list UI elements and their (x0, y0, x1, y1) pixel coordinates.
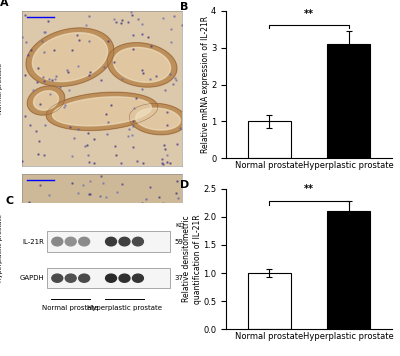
Polygon shape (32, 33, 108, 82)
Polygon shape (129, 104, 187, 135)
Polygon shape (30, 210, 126, 242)
Polygon shape (34, 91, 58, 110)
Text: KD: KD (175, 223, 184, 228)
Bar (327, 44, 370, 158)
Ellipse shape (132, 237, 143, 246)
Polygon shape (46, 92, 158, 130)
Text: IL-21R: IL-21R (23, 239, 45, 245)
Bar (47, 231, 170, 252)
Ellipse shape (119, 274, 130, 282)
Polygon shape (26, 28, 114, 86)
Polygon shape (108, 230, 176, 252)
Text: **: ** (304, 184, 314, 194)
Polygon shape (59, 265, 161, 291)
Polygon shape (102, 226, 182, 256)
Polygon shape (136, 108, 180, 130)
Polygon shape (114, 47, 170, 82)
Text: D: D (180, 180, 189, 190)
Text: Hyperplastic prostate: Hyperplastic prostate (0, 214, 3, 282)
Polygon shape (38, 248, 70, 264)
Text: Normal prostate: Normal prostate (0, 63, 3, 114)
Polygon shape (107, 43, 177, 87)
Text: 37: 37 (175, 275, 184, 281)
Ellipse shape (106, 237, 116, 246)
Text: C: C (5, 196, 13, 206)
Y-axis label: Relative mRNA expression of IL-21R: Relative mRNA expression of IL-21R (200, 16, 210, 153)
Text: GAPDH: GAPDH (20, 275, 45, 281)
Polygon shape (52, 97, 152, 126)
Ellipse shape (132, 274, 143, 282)
Y-axis label: Relative densitometric
quantification of IL-21R: Relative densitometric quantification of… (182, 214, 202, 304)
Polygon shape (27, 86, 65, 115)
Ellipse shape (106, 274, 116, 282)
Ellipse shape (65, 274, 76, 282)
Ellipse shape (119, 237, 130, 246)
Bar (47, 268, 170, 288)
Text: 59: 59 (175, 239, 184, 245)
Text: **: ** (304, 9, 314, 19)
Ellipse shape (79, 274, 90, 282)
Ellipse shape (52, 274, 63, 282)
Polygon shape (37, 215, 119, 238)
Text: A: A (0, 0, 8, 8)
Bar (248, 121, 291, 158)
Text: B: B (180, 2, 188, 12)
Bar (327, 211, 370, 329)
Ellipse shape (52, 237, 63, 246)
Text: Hyperplastic prostate: Hyperplastic prostate (87, 305, 162, 311)
Bar (248, 273, 291, 329)
Ellipse shape (79, 237, 90, 246)
Polygon shape (65, 269, 155, 287)
Ellipse shape (65, 237, 76, 246)
Text: Normal prostate: Normal prostate (42, 305, 99, 311)
Polygon shape (32, 243, 76, 268)
